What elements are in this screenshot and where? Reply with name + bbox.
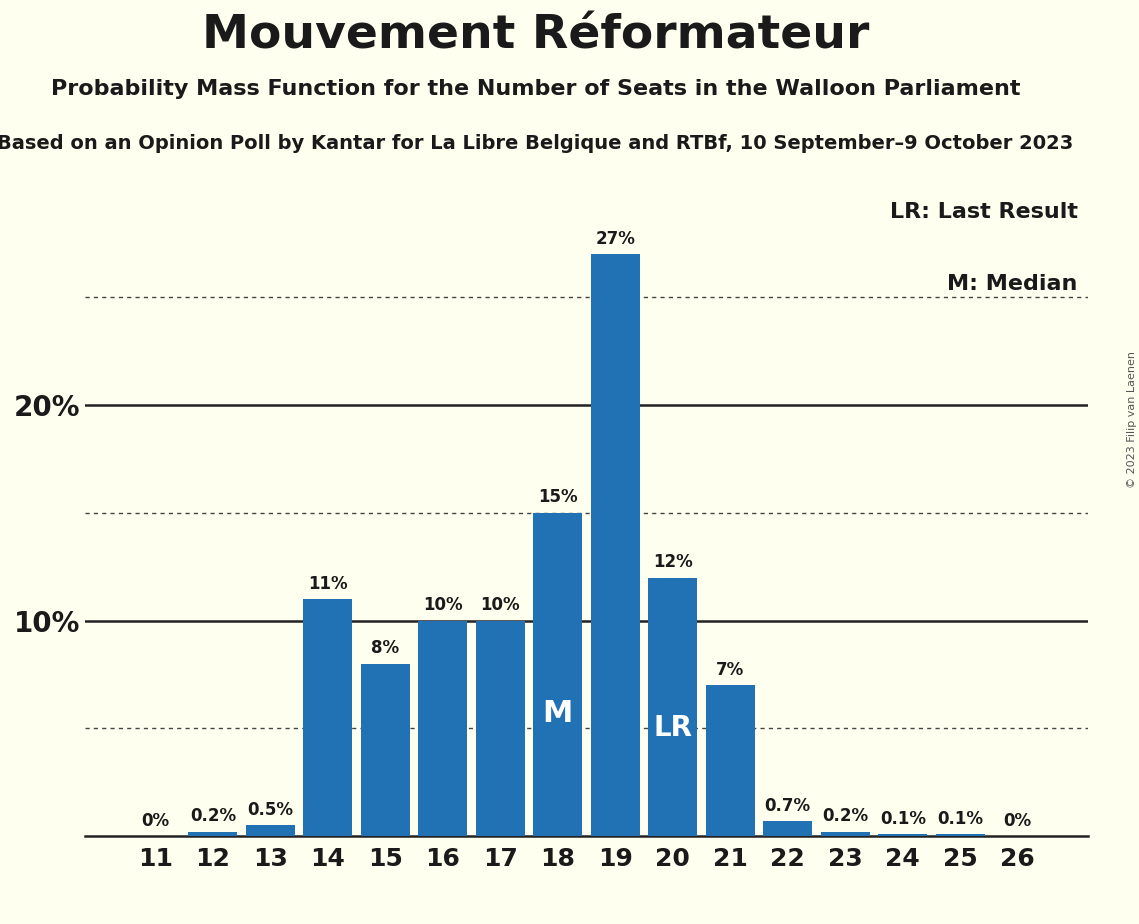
Text: 0.7%: 0.7% (764, 796, 811, 815)
Text: © 2023 Filip van Laenen: © 2023 Filip van Laenen (1126, 351, 1137, 488)
Text: 15%: 15% (538, 489, 577, 506)
Bar (418, 621, 467, 836)
Text: 0.1%: 0.1% (879, 809, 926, 828)
Text: 10%: 10% (481, 596, 521, 614)
Text: 11%: 11% (308, 575, 347, 592)
Text: LR: LR (654, 713, 693, 742)
Text: M: Median: M: Median (948, 274, 1077, 294)
Text: M: M (542, 699, 573, 728)
Bar (706, 686, 755, 836)
Text: 0%: 0% (1003, 812, 1032, 830)
Text: Based on an Opinion Poll by Kantar for La Libre Belgique and RTBf, 10 September–: Based on an Opinion Poll by Kantar for L… (0, 134, 1073, 153)
Text: 0.2%: 0.2% (822, 808, 868, 825)
Bar (246, 825, 295, 836)
Bar (878, 834, 927, 836)
Text: Mouvement Réformateur: Mouvement Réformateur (202, 14, 869, 59)
Bar (533, 513, 582, 836)
Text: 12%: 12% (653, 553, 693, 571)
Bar (763, 821, 812, 836)
Bar (936, 834, 985, 836)
Bar (361, 663, 410, 836)
Text: Probability Mass Function for the Number of Seats in the Walloon Parliament: Probability Mass Function for the Number… (50, 79, 1021, 99)
Text: 0.2%: 0.2% (190, 808, 236, 825)
Bar (591, 254, 640, 836)
Text: 27%: 27% (596, 230, 636, 248)
Text: LR: Last Result: LR: Last Result (890, 202, 1077, 223)
Bar (303, 599, 352, 836)
Bar (648, 578, 697, 836)
Text: 0.1%: 0.1% (937, 809, 983, 828)
Text: 7%: 7% (716, 661, 745, 679)
Bar (188, 832, 237, 836)
Text: 8%: 8% (371, 639, 400, 657)
Text: 0%: 0% (141, 812, 170, 830)
Bar (821, 832, 870, 836)
Text: 10%: 10% (423, 596, 462, 614)
Text: 0.5%: 0.5% (247, 801, 294, 819)
Bar (476, 621, 525, 836)
